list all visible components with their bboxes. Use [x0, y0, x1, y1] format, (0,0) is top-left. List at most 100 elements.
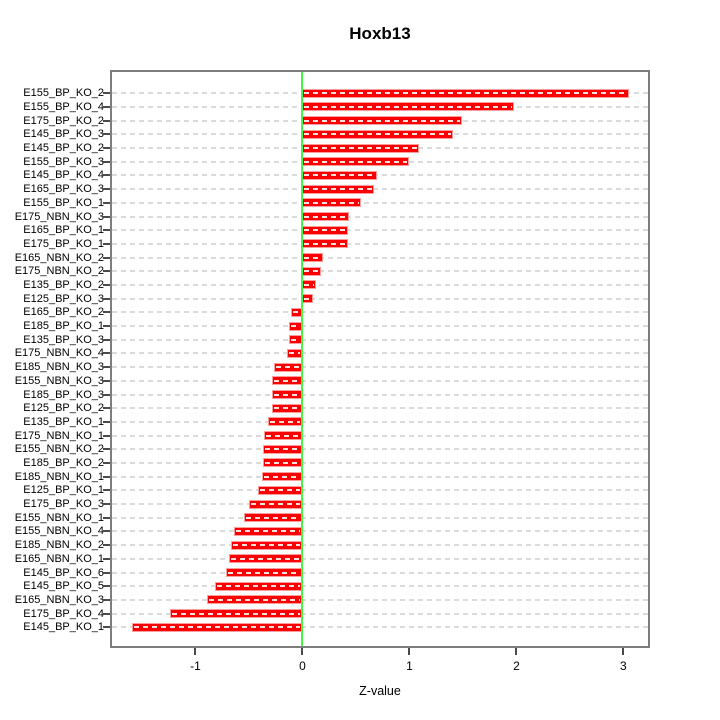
bar-center-dashes: [230, 557, 301, 560]
y-axis-tick: [103, 201, 110, 204]
y-axis-tick: [103, 407, 110, 410]
bar-center-dashes: [235, 530, 301, 533]
y-axis-tick: [103, 461, 110, 464]
y-axis-label: E155_NBN_KO_4: [14, 525, 104, 538]
bar-center-dashes: [304, 297, 312, 300]
y-axis-label: E165_NBN_KO_2: [14, 251, 104, 264]
y-axis-label: E175_NBN_KO_2: [14, 265, 104, 278]
gridline: [112, 544, 648, 547]
y-axis-label: E185_BP_KO_1: [23, 320, 104, 333]
bar-center-dashes: [304, 242, 347, 245]
bar-center-dashes: [304, 201, 360, 204]
gridline: [112, 311, 648, 314]
chart-title: Hoxb13: [349, 24, 411, 43]
gridline: [112, 448, 648, 451]
bar-center-dashes: [304, 147, 418, 150]
y-axis-tick: [103, 379, 110, 382]
y-axis-tick: [103, 393, 110, 396]
gridline: [112, 598, 648, 601]
bar-center-dashes: [274, 379, 301, 382]
y-axis-label: E165_BP_KO_2: [23, 306, 104, 319]
bar-center-dashes: [304, 229, 347, 232]
y-axis-tick: [103, 311, 110, 314]
bar-center-dashes: [171, 612, 301, 615]
gridline: [112, 434, 648, 437]
y-axis-tick: [103, 612, 110, 615]
bar-center-dashes: [270, 420, 301, 423]
bar-center-dashes: [304, 283, 315, 286]
bar-center-dashes: [290, 338, 301, 341]
y-axis-label: E135_BP_KO_1: [23, 415, 104, 428]
y-axis-tick: [103, 325, 110, 328]
y-axis-tick: [103, 133, 110, 136]
gridline: [112, 270, 648, 273]
y-axis-label: E165_NBN_KO_1: [14, 552, 104, 565]
x-axis-tick-label: 2: [513, 659, 520, 673]
y-axis-label: E175_BP_KO_3: [23, 498, 104, 511]
bar-center-dashes: [245, 516, 301, 519]
bar-center-dashes: [274, 407, 301, 410]
y-axis-label: E175_BP_KO_1: [23, 237, 104, 250]
y-axis-label: E145_BP_KO_5: [23, 580, 104, 593]
y-axis-tick: [103, 366, 110, 369]
y-axis-label: E175_NBN_KO_4: [14, 347, 104, 360]
x-axis-tick-label: 3: [620, 659, 627, 673]
y-axis-label: E145_BP_KO_6: [23, 566, 104, 579]
y-axis-label: E145_BP_KO_3: [23, 128, 104, 141]
bar-center-dashes: [275, 366, 301, 369]
gridline: [112, 242, 648, 245]
y-axis-tick: [103, 92, 110, 95]
y-axis-label: E155_NBN_KO_1: [14, 511, 104, 524]
gridline: [112, 174, 648, 177]
y-axis-tick: [103, 530, 110, 533]
gridline: [112, 557, 648, 560]
y-axis-tick: [103, 242, 110, 245]
y-axis-tick: [103, 297, 110, 300]
x-axis-tick: [408, 648, 411, 655]
bar-center-dashes: [259, 489, 301, 492]
gridline: [112, 461, 648, 464]
zero-line: [301, 72, 304, 646]
x-axis-tick-label: -1: [190, 659, 201, 673]
bar-center-dashes: [264, 461, 301, 464]
x-axis-tick-label: 0: [299, 659, 306, 673]
gridline: [112, 283, 648, 286]
y-axis-tick: [103, 420, 110, 423]
y-axis-label: E185_NBN_KO_1: [14, 470, 104, 483]
x-axis-tick: [622, 648, 625, 655]
x-axis-tick-label: 1: [406, 659, 413, 673]
bar-center-dashes: [304, 256, 321, 259]
bar-center-dashes: [134, 626, 301, 629]
bar-center-dashes: [292, 311, 301, 314]
gridline: [112, 571, 648, 574]
bar-center-dashes: [250, 503, 301, 506]
y-axis-tick: [103, 160, 110, 163]
y-axis-tick: [103, 147, 110, 150]
gridline: [112, 516, 648, 519]
y-axis-label: E165_BP_KO_3: [23, 183, 104, 196]
y-axis-tick: [103, 270, 110, 273]
y-axis-label: E155_BP_KO_4: [23, 100, 104, 113]
gridline: [112, 420, 648, 423]
bar-center-dashes: [289, 352, 301, 355]
bar-center-dashes: [304, 160, 408, 163]
gridline: [112, 585, 648, 588]
bar-center-dashes: [216, 585, 301, 588]
bar-center-dashes: [274, 393, 301, 396]
bar-center-dashes: [290, 325, 301, 328]
y-axis-tick: [103, 174, 110, 177]
gridline: [112, 338, 648, 341]
y-axis-label: E145_BP_KO_1: [23, 621, 104, 634]
y-axis-label: E165_NBN_KO_3: [14, 593, 104, 606]
gridline: [112, 188, 648, 191]
y-axis-label: E155_NBN_KO_3: [14, 374, 104, 387]
y-axis-tick: [103, 215, 110, 218]
bar-center-dashes: [304, 270, 319, 273]
y-axis-tick: [103, 283, 110, 286]
y-axis-label: E175_NBN_KO_1: [14, 429, 104, 442]
y-axis-tick: [103, 338, 110, 341]
bar-center-dashes: [304, 133, 452, 136]
gridline: [112, 229, 648, 232]
y-axis-tick: [103, 571, 110, 574]
y-axis-label: E145_BP_KO_4: [23, 169, 104, 182]
